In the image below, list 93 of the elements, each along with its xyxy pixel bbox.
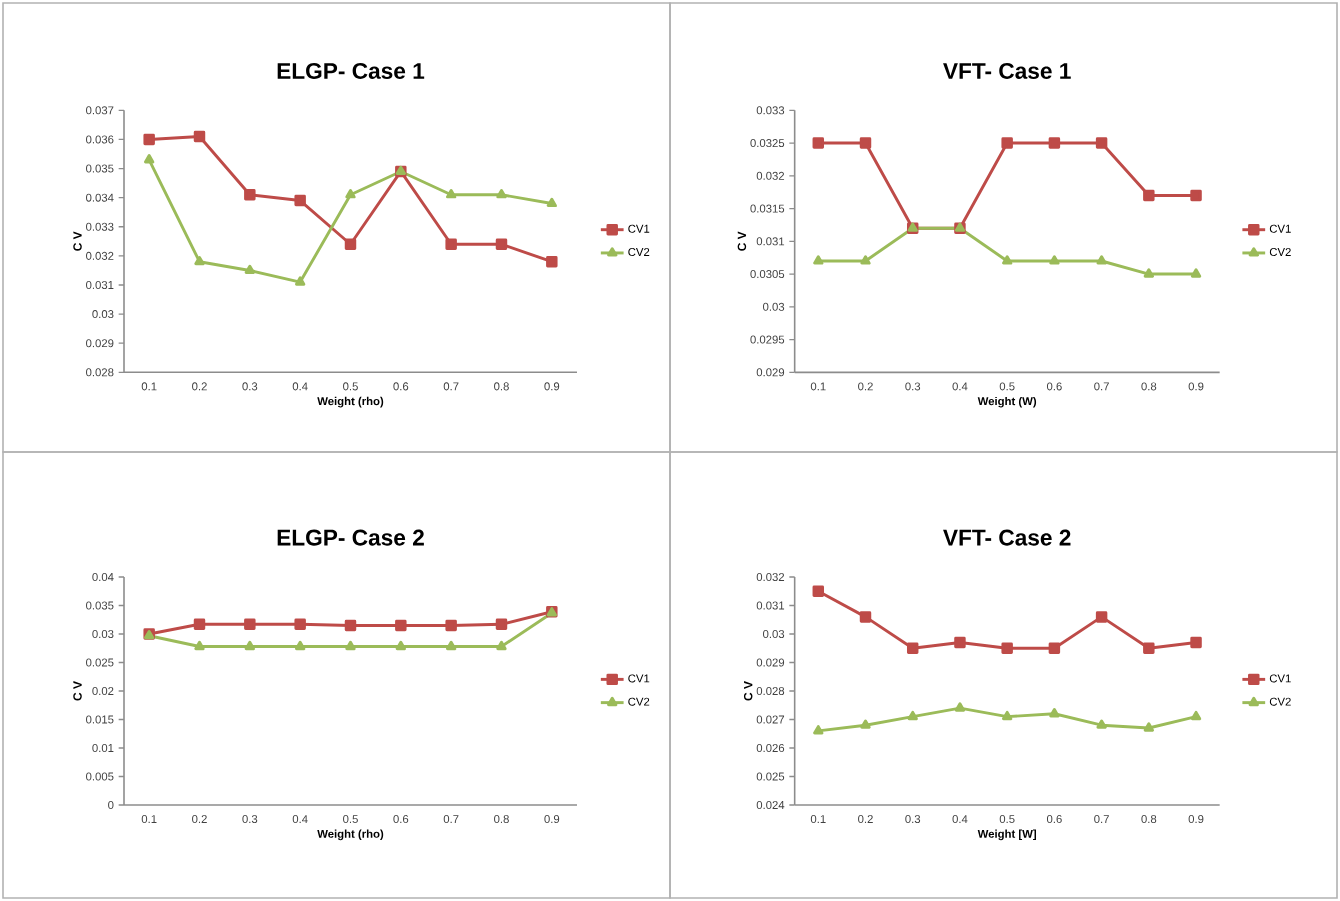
x-tick-label: 0.7 — [443, 815, 459, 824]
x-tick-label: 0.3 — [242, 815, 258, 824]
y-tick-label: 0.031 — [86, 280, 114, 289]
y-tick-label: 0.037 — [86, 106, 114, 115]
legend-label: CV1 — [628, 224, 650, 233]
x-tick-label: 0.3 — [242, 382, 258, 391]
y-tick-label: 0.0315 — [750, 204, 785, 213]
x-tick-label: 0.7 — [443, 382, 459, 391]
x-tick-label: 0.4 — [292, 382, 308, 391]
x-tick-label: 0.1 — [810, 382, 826, 391]
y-tick-label: 0.03 — [763, 630, 785, 638]
x-tick-label: 0.6 — [393, 382, 409, 391]
chart-title: VFT- Case 2 — [943, 529, 1071, 546]
x-tick-label: 0.6 — [1046, 382, 1062, 391]
x-axis-title: Weight (W) — [977, 396, 1037, 408]
y-tick-label: 0.032 — [86, 251, 114, 260]
legend-label: CV2 — [628, 248, 650, 257]
x-tick-label: 0.8 — [494, 382, 509, 391]
y-axis-title: C V — [737, 231, 747, 251]
x-tick-label: 0.6 — [1046, 815, 1062, 824]
chart-title: VFT- Case 1 — [943, 62, 1071, 79]
y-tick-label: 0.035 — [86, 164, 114, 173]
y-tick-label: 0.028 — [756, 686, 785, 695]
y-tick-label: 0.029 — [756, 658, 785, 667]
x-axis-title: Weight (rho) — [317, 396, 384, 408]
x-tick-label: 0.4 — [952, 382, 968, 391]
x-tick-label: 0.7 — [1094, 815, 1109, 824]
chart-title: ELGP- Case 2 — [277, 529, 424, 546]
y-tick-label: 0.03 — [92, 630, 114, 638]
x-tick-label: 0.8 — [1141, 382, 1157, 391]
x-tick-label: 0.8 — [1141, 815, 1157, 824]
x-tick-label: 0.8 — [494, 815, 509, 824]
y-tick-label: 0.015 — [86, 715, 114, 724]
legend-label: CV2 — [1269, 697, 1291, 706]
y-tick-label: 0.026 — [756, 743, 785, 752]
x-tick-label: 0.9 — [544, 815, 560, 824]
legend-label: CV2 — [628, 697, 650, 706]
y-tick-label: 0.027 — [756, 715, 785, 724]
x-tick-label: 0.5 — [343, 815, 358, 824]
x-axis-title: Weight [W] — [977, 829, 1037, 841]
y-tick-label: 0.005 — [86, 772, 114, 781]
y-tick-label: 0.03 — [763, 302, 785, 311]
legend-label: CV1 — [1269, 224, 1291, 233]
y-tick-label: 0.034 — [86, 193, 114, 202]
y-tick-label: 0.031 — [756, 237, 785, 246]
y-tick-label: 0.02 — [92, 686, 114, 695]
x-tick-label: 0.1 — [810, 815, 826, 824]
x-tick-label: 0.1 — [141, 815, 157, 824]
y-tick-label: 0.029 — [86, 339, 114, 348]
y-tick-label: 0.032 — [756, 573, 785, 582]
y-axis-title: C V — [73, 681, 82, 701]
legend-label: CV1 — [628, 674, 650, 683]
chart-title: ELGP- Case 1 — [277, 62, 425, 79]
x-axis-title: Weight (rho) — [317, 829, 384, 841]
x-tick-label: 0.2 — [858, 382, 873, 391]
y-tick-label: 0.0305 — [750, 270, 785, 279]
y-tick-label: 0.032 — [756, 171, 785, 180]
x-tick-label: 0.9 — [1188, 382, 1204, 391]
x-tick-label: 0.3 — [905, 815, 921, 824]
y-tick-label: 0.03 — [92, 310, 114, 319]
y-tick-label: 0.028 — [86, 368, 114, 377]
y-tick-label: 0 — [108, 800, 114, 809]
y-tick-label: 0.01 — [92, 743, 114, 752]
y-tick-label: 0.04 — [92, 573, 114, 582]
y-tick-label: 0.024 — [756, 800, 785, 809]
x-tick-label: 0.1 — [141, 382, 157, 391]
y-tick-label: 0.0325 — [750, 139, 785, 148]
x-tick-label: 0.2 — [192, 382, 207, 391]
y-tick-label: 0.035 — [86, 601, 114, 610]
x-tick-label: 0.5 — [343, 382, 358, 391]
x-tick-label: 0.4 — [952, 815, 968, 824]
y-tick-label: 0.0295 — [750, 335, 785, 344]
y-axis-title: C V — [743, 681, 753, 701]
legend-label: CV2 — [1269, 248, 1291, 257]
x-tick-label: 0.2 — [192, 815, 207, 824]
y-tick-label: 0.025 — [756, 772, 785, 781]
y-axis-title: C V — [73, 231, 82, 251]
y-tick-label: 0.031 — [756, 601, 785, 610]
x-tick-label: 0.3 — [905, 382, 921, 391]
y-tick-label: 0.025 — [86, 658, 114, 667]
x-tick-label: 0.5 — [999, 382, 1015, 391]
x-tick-label: 0.2 — [858, 815, 873, 824]
x-tick-label: 0.5 — [999, 815, 1015, 824]
legend-label: CV1 — [1269, 674, 1291, 683]
y-tick-label: 0.033 — [86, 222, 114, 231]
x-tick-label: 0.7 — [1094, 382, 1109, 391]
x-tick-label: 0.6 — [393, 815, 409, 824]
y-tick-label: 0.033 — [756, 106, 785, 115]
y-tick-label: 0.036 — [86, 135, 114, 144]
x-tick-label: 0.4 — [292, 815, 308, 824]
x-tick-label: 0.9 — [1188, 815, 1204, 824]
x-tick-label: 0.9 — [544, 382, 560, 391]
y-tick-label: 0.029 — [756, 368, 785, 377]
